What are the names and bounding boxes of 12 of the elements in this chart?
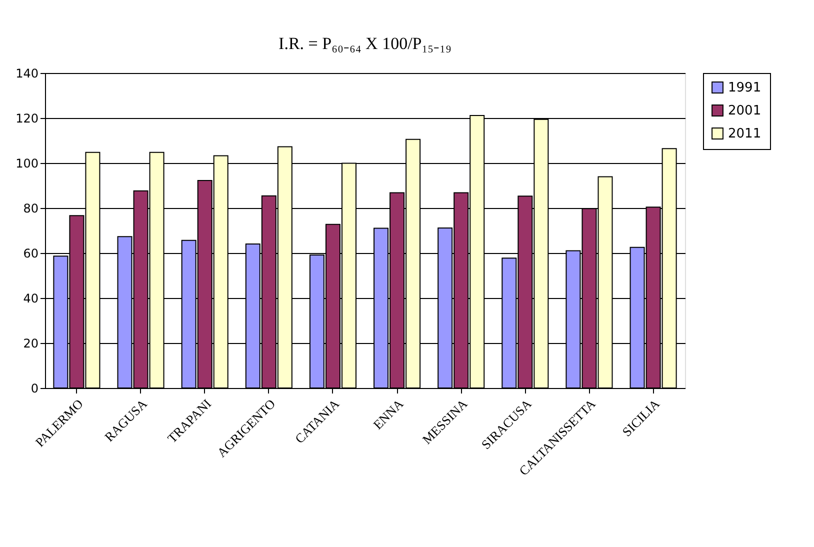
legend-label: 2001 [728,104,762,118]
legend-label: 1991 [728,80,762,96]
y-tick-label: 140 [16,66,38,80]
y-tick-label: 0 [30,382,38,396]
y-tick-label: 120 [16,112,38,126]
y-tick-label: 100 [16,156,38,170]
y-tick-label: 80 [23,202,38,216]
legend-label: 2011 [728,126,762,142]
y-tick-label: 40 [23,292,38,306]
chart-title: I.R. = P₆₀₋₆₄ X 100/P₁₅₋₁₉ [278,34,452,53]
y-tick-label: 60 [23,246,38,260]
y-tick-label: 20 [23,336,38,350]
